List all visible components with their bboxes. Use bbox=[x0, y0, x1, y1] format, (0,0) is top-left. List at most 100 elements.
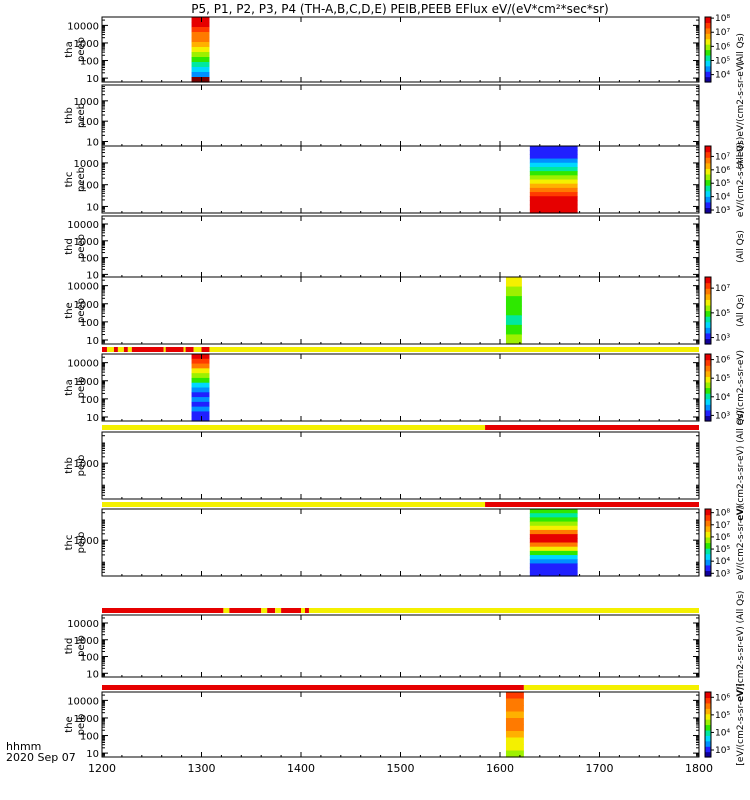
spectrogram-cell bbox=[191, 52, 210, 58]
status-segment bbox=[123, 347, 128, 352]
colorbar-frame bbox=[704, 508, 712, 577]
colorbar-label: eV/(cm2-s-sr-eV) (All Qs) bbox=[736, 410, 746, 521]
colorbar-tick-label: 10⁵ bbox=[715, 56, 730, 66]
spectrogram-cell bbox=[529, 171, 578, 176]
spectrogram-cell bbox=[191, 368, 210, 374]
panel-frame bbox=[101, 145, 700, 214]
colorbar-label: eV/(cm2-s-sr-eV) bbox=[736, 505, 746, 580]
panel-tha-peib: 10000 1000 100 10 tha peib 10⁶ 10⁵ 10⁴ 10³ eV/(cm2… bbox=[64, 347, 746, 425]
spectrogram-cell bbox=[191, 32, 210, 38]
spectrogram-cell bbox=[529, 559, 578, 565]
colorbar-cell bbox=[705, 44, 711, 51]
spectrogram-cell bbox=[529, 183, 578, 189]
status-segment bbox=[102, 347, 107, 352]
spectrogram-cell bbox=[529, 204, 578, 210]
colorbar-tick-label: 10⁶ bbox=[715, 693, 730, 703]
y-tick-label: 1000 bbox=[74, 300, 99, 311]
status-segment bbox=[165, 347, 184, 352]
colorbar-cell bbox=[705, 354, 711, 361]
x-tick-label: 1400 bbox=[287, 762, 315, 775]
status-segment bbox=[106, 347, 114, 352]
spectrogram-cell bbox=[191, 42, 210, 48]
colorbar-cell bbox=[705, 157, 711, 164]
colorbar-cell bbox=[705, 393, 711, 400]
colorbar-cell bbox=[705, 332, 711, 340]
colorbar-cell bbox=[705, 54, 711, 61]
colorbar-tick-label: 10⁶ bbox=[715, 533, 730, 543]
y-axis-label-instrument: peib bbox=[76, 532, 87, 554]
colorbar-cell bbox=[705, 179, 711, 186]
status-segment bbox=[102, 425, 486, 430]
panel-tha-peeb: 10000 1000 100 10 tha peeb 10⁸ 10⁷ 10⁶ 10⁵ 10⁴ (All… bbox=[64, 14, 746, 85]
colorbar-tick-label: 10⁸ bbox=[715, 14, 730, 24]
colorbar-tick-label: 10⁷ bbox=[715, 284, 730, 294]
spectrogram-cell bbox=[191, 62, 210, 68]
colorbar-cell bbox=[705, 277, 711, 284]
spectrogram-cell bbox=[529, 200, 578, 206]
spectrogram-cell bbox=[191, 382, 210, 389]
spectrogram-cell bbox=[191, 72, 210, 78]
status-segment bbox=[183, 347, 186, 352]
spectrogram-cell bbox=[529, 555, 578, 560]
y-tick-label: 100 bbox=[80, 732, 99, 743]
y-axis-label-probe: thd bbox=[64, 638, 75, 655]
colorbar-cell bbox=[705, 359, 711, 366]
colorbar-label: (All Qs) bbox=[736, 230, 746, 263]
y-tick-label: 10000 bbox=[67, 696, 99, 707]
spectrogram-cell bbox=[505, 296, 522, 307]
colorbar-cell bbox=[705, 299, 711, 306]
colorbar-label: (All Qs) bbox=[736, 33, 746, 66]
status-segment bbox=[229, 608, 262, 613]
panel-frame bbox=[101, 691, 700, 758]
colorbar-tick-label: 10³ bbox=[715, 411, 730, 421]
colorbar-cell bbox=[705, 168, 711, 175]
colorbar-cell bbox=[705, 201, 711, 209]
colorbar-cell bbox=[705, 76, 711, 83]
colorbar-frame bbox=[704, 353, 712, 422]
status-segment bbox=[261, 608, 268, 613]
colorbar-cell bbox=[705, 162, 711, 169]
y-axis-label-instrument: peeb bbox=[76, 37, 87, 62]
spectrogram-cell bbox=[529, 154, 578, 160]
y-tick-label: 1000 bbox=[74, 377, 99, 388]
spectrogram-cell bbox=[529, 208, 578, 214]
colorbar-cell bbox=[705, 542, 711, 549]
spectrogram-cell bbox=[505, 698, 524, 706]
y-axis-label-instrument: peib bbox=[76, 635, 87, 657]
colorbar-cell bbox=[705, 27, 711, 34]
spectrogram-cell bbox=[191, 47, 210, 53]
spectrogram-cell bbox=[529, 162, 578, 168]
y-axis-label-probe: tha bbox=[64, 41, 75, 57]
spectrogram-cell bbox=[505, 744, 524, 752]
panel-frame bbox=[101, 431, 700, 500]
panel-frame bbox=[101, 84, 700, 147]
spectrogram-cell bbox=[529, 521, 578, 527]
x-tick-label: 1800 bbox=[685, 762, 713, 775]
y-tick-label: 10000 bbox=[67, 282, 99, 293]
colorbar-cell bbox=[705, 146, 711, 153]
y-tick-label: 1000 bbox=[74, 159, 99, 170]
spectrogram-cell bbox=[529, 571, 578, 577]
status-segment bbox=[281, 608, 301, 613]
colorbar-tick-label: 10³ bbox=[715, 746, 730, 756]
status-segment bbox=[267, 608, 276, 613]
status-segment bbox=[209, 347, 699, 352]
y-axis-label-instrument: peib bbox=[76, 377, 87, 399]
colorbar-frame bbox=[704, 276, 712, 345]
colorbar-cell bbox=[705, 719, 711, 726]
colorbar-cell bbox=[705, 17, 711, 24]
colorbar-cell bbox=[705, 564, 711, 572]
colorbar-cell bbox=[705, 293, 711, 300]
colorbar-tick-label: 10⁴ bbox=[715, 393, 730, 403]
spectrogram-cell bbox=[529, 517, 578, 523]
y-tick-label: 1000 bbox=[74, 459, 99, 470]
panel-thd-peeb: 10000 1000 100 10 thd peeb (All Qs) bbox=[64, 215, 746, 281]
colorbar-cell bbox=[705, 735, 711, 742]
spectrogram-cell bbox=[529, 567, 578, 573]
colorbar-cell bbox=[705, 282, 711, 289]
status-segment bbox=[308, 608, 699, 613]
panel-thc-peeb: 1000 100 10 thc peeb 10⁷ 10⁶ 10⁵ 10⁴ 10³ eV/(cm2-s… bbox=[64, 142, 746, 217]
